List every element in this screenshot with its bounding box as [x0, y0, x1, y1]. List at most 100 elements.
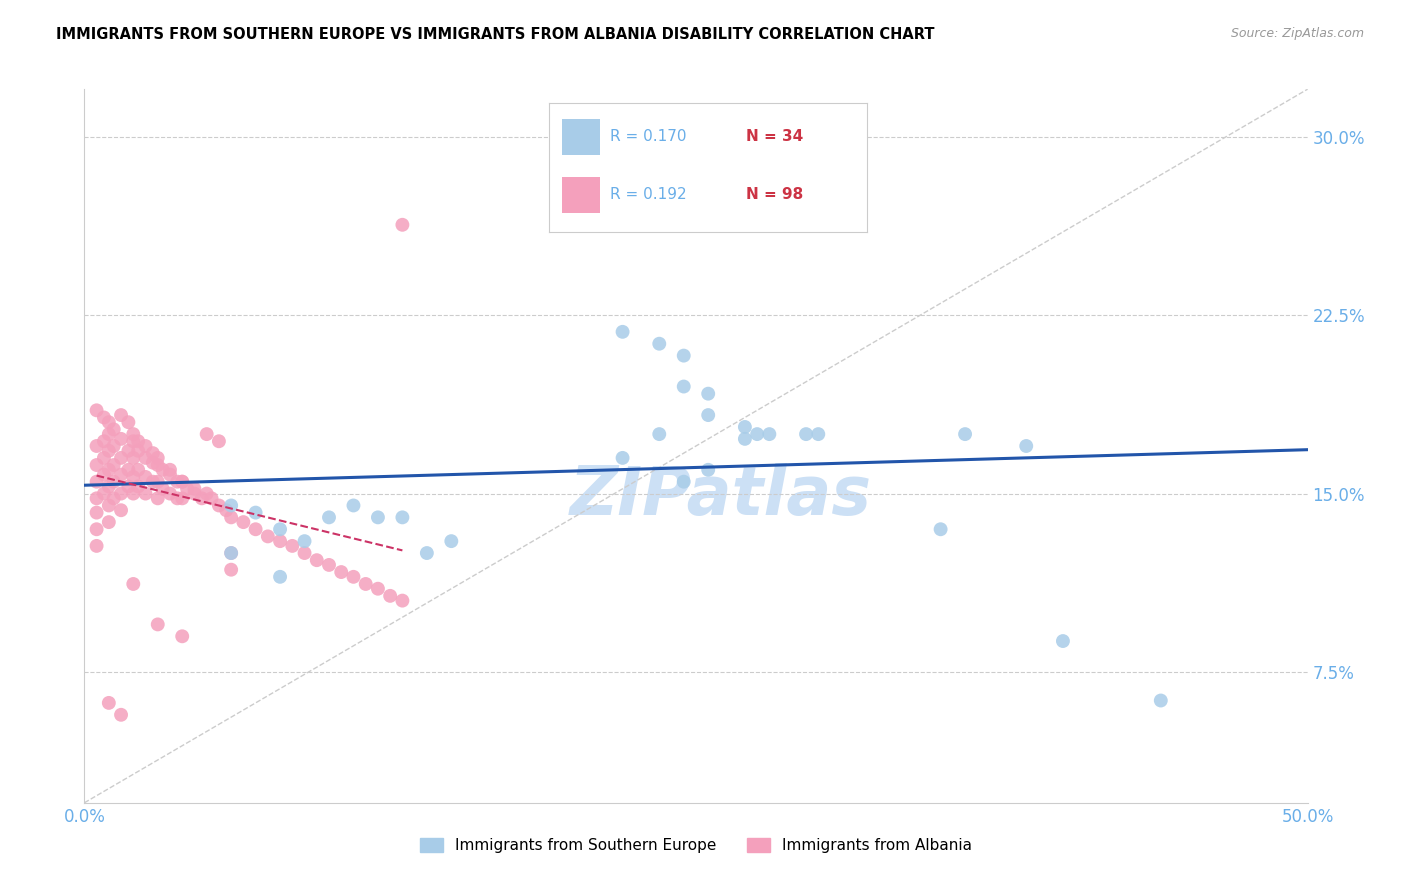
- Point: [146, 475, 169, 489]
- Point: [97, 415, 120, 429]
- Point: [122, 486, 145, 500]
- Point: [122, 434, 145, 449]
- Point: [672, 349, 695, 363]
- Point: [97, 479, 120, 493]
- Point: [219, 546, 242, 560]
- Point: [697, 386, 720, 401]
- Point: [122, 427, 145, 442]
- Point: [146, 450, 169, 465]
- Point: [281, 539, 304, 553]
- Point: [135, 439, 157, 453]
- Point: [86, 439, 108, 453]
- Point: [93, 486, 115, 500]
- Point: [97, 515, 120, 529]
- Point: [97, 427, 120, 442]
- Point: [1015, 439, 1038, 453]
- Point: [159, 486, 181, 500]
- Text: IMMIGRANTS FROM SOUTHERN EUROPE VS IMMIGRANTS FROM ALBANIA DISABILITY CORRELATIO: IMMIGRANTS FROM SOUTHERN EUROPE VS IMMIG…: [56, 27, 935, 42]
- Point: [391, 218, 413, 232]
- Point: [103, 458, 125, 472]
- Point: [330, 565, 353, 579]
- Point: [195, 486, 218, 500]
- Point: [734, 432, 756, 446]
- Point: [269, 522, 291, 536]
- Point: [117, 443, 139, 458]
- Point: [117, 463, 139, 477]
- Point: [219, 546, 242, 560]
- Point: [929, 522, 952, 536]
- Point: [110, 408, 132, 422]
- Point: [232, 515, 254, 529]
- Point: [103, 475, 125, 489]
- Point: [93, 434, 115, 449]
- Point: [807, 427, 830, 442]
- Point: [110, 450, 132, 465]
- Point: [219, 563, 242, 577]
- Point: [697, 463, 720, 477]
- Point: [103, 491, 125, 506]
- Point: [245, 522, 267, 536]
- Point: [110, 707, 132, 722]
- Point: [269, 570, 291, 584]
- Point: [318, 558, 340, 572]
- Point: [1052, 634, 1074, 648]
- Point: [127, 434, 149, 449]
- Point: [146, 491, 169, 506]
- Point: [97, 499, 120, 513]
- Point: [86, 475, 108, 489]
- Point: [672, 475, 695, 489]
- Point: [166, 475, 188, 489]
- Point: [122, 577, 145, 591]
- Point: [93, 410, 115, 425]
- Point: [172, 475, 194, 489]
- Point: [697, 408, 720, 422]
- Point: [97, 696, 120, 710]
- Point: [172, 475, 194, 489]
- Point: [93, 450, 115, 465]
- Point: [305, 553, 328, 567]
- Point: [612, 450, 634, 465]
- Point: [648, 336, 671, 351]
- Point: [269, 534, 291, 549]
- Point: [110, 503, 132, 517]
- Point: [93, 467, 115, 482]
- Point: [367, 582, 389, 596]
- Text: ZIPatlas: ZIPatlas: [569, 463, 872, 529]
- Text: Source: ZipAtlas.com: Source: ZipAtlas.com: [1230, 27, 1364, 40]
- Point: [215, 503, 238, 517]
- Point: [127, 479, 149, 493]
- Point: [191, 491, 214, 506]
- Point: [183, 486, 205, 500]
- Point: [142, 475, 165, 489]
- Point: [110, 432, 132, 446]
- Point: [758, 427, 780, 442]
- Point: [110, 467, 132, 482]
- Point: [172, 491, 194, 506]
- Point: [208, 499, 231, 513]
- Point: [550, 170, 572, 185]
- Point: [135, 486, 157, 500]
- Point: [391, 593, 413, 607]
- Point: [440, 534, 463, 549]
- Point: [734, 420, 756, 434]
- Point: [953, 427, 976, 442]
- Point: [257, 529, 280, 543]
- Point: [318, 510, 340, 524]
- Point: [159, 463, 181, 477]
- Point: [142, 446, 165, 460]
- Point: [146, 458, 169, 472]
- Point: [142, 456, 165, 470]
- Point: [135, 450, 157, 465]
- Point: [612, 325, 634, 339]
- Point: [97, 463, 120, 477]
- Point: [172, 629, 194, 643]
- Point: [86, 522, 108, 536]
- Point: [103, 422, 125, 436]
- Point: [294, 546, 316, 560]
- Point: [86, 506, 108, 520]
- Point: [200, 491, 222, 506]
- Point: [86, 491, 108, 506]
- Point: [747, 427, 769, 442]
- Point: [135, 470, 157, 484]
- Point: [117, 479, 139, 493]
